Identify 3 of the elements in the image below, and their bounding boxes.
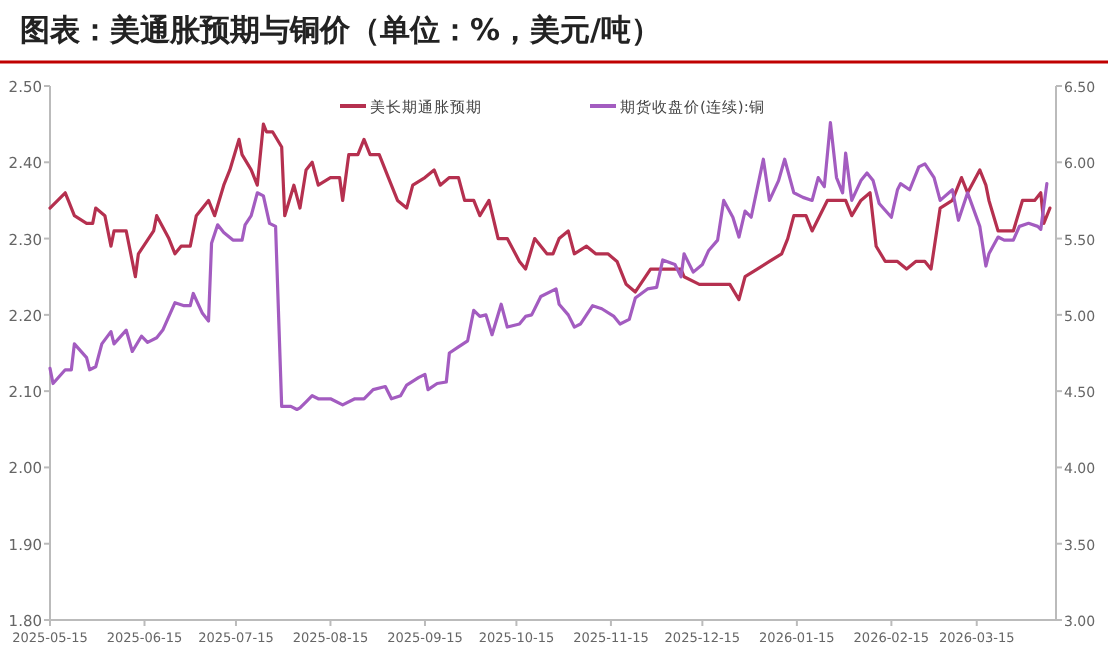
line-series [48, 122, 1052, 302]
line-series [48, 121, 1049, 412]
chart-title: 图表：美通胀预期与铜价（单位：%，美元/吨） [20, 12, 662, 48]
